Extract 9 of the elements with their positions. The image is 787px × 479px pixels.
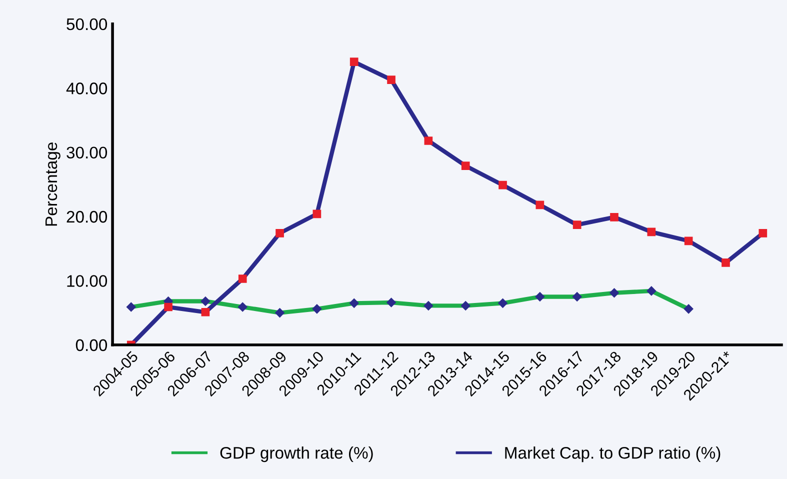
legend-label: Market Cap. to GDP ratio (%) bbox=[505, 446, 720, 462]
y-tick-label: 0.00 bbox=[76, 339, 108, 352]
y-tick-label: 40.00 bbox=[66, 82, 108, 94]
y-tick-label: 20.00 bbox=[66, 210, 108, 223]
y-tick-label: 10.00 bbox=[67, 275, 108, 287]
y-tick-label: 50.00 bbox=[66, 18, 108, 30]
y-tick-label: 30.00 bbox=[66, 146, 108, 159]
legend-label: GDP growth rate (%) bbox=[220, 446, 373, 462]
y-axis-title: Percentage bbox=[45, 142, 60, 226]
